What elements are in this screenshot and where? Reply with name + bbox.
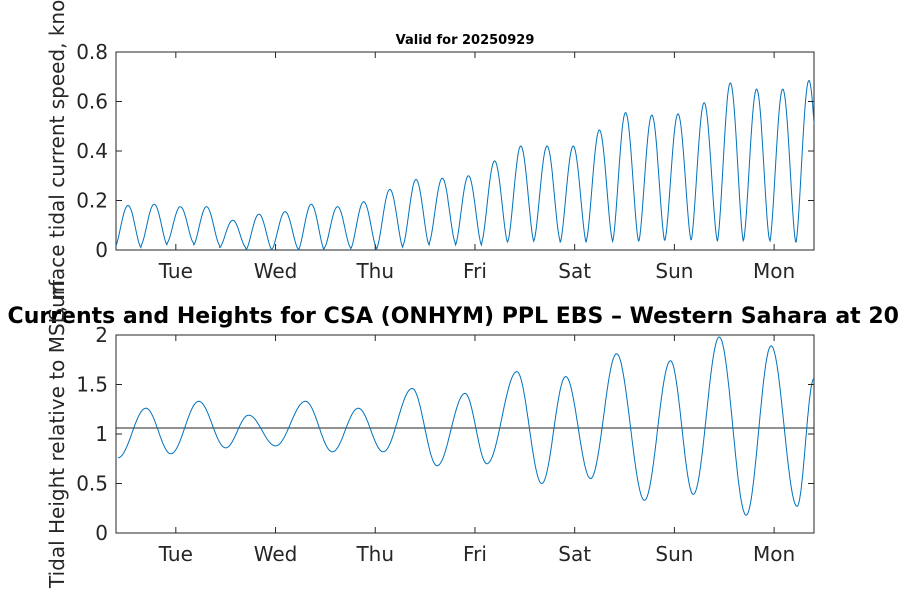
bottom-chart-title: Tidal Currents and Heights for CSA (ONHY… (0, 304, 900, 329)
top-y-tick-label: 0.4 (76, 139, 108, 163)
bottom-x-tick-label: Mon (753, 542, 795, 566)
bottom-chart: 0 0.5 1 1.5 2 Tue Wed Thu Fri Sat Sun Mon Tidal Cu… (0, 280, 900, 589)
top-x-tick-label: Wed (254, 259, 298, 283)
bottom-y-tick-label: 2 (95, 323, 108, 347)
top-x-tick-label: Sat (558, 259, 591, 283)
bottom-x-tick-label: Fri (463, 542, 487, 566)
top-y-tick-label: 0.8 (76, 40, 108, 64)
bottom-x-tick-label: Sun (655, 542, 693, 566)
top-x-tick-label: Mon (753, 259, 795, 283)
top-plot-area (115, 51, 815, 251)
top-y-tick-label: 0 (95, 238, 108, 262)
top-chart: 0 0.2 0.4 0.6 0.8 Tue Wed Thu Fri Sat Sun Mon Vali… (45, 0, 815, 321)
bottom-height-series-line (117, 336, 815, 516)
top-y-tick-label: 0.2 (76, 189, 108, 213)
top-y-tick-label: 0.6 (76, 90, 108, 114)
bottom-y-tick-label: 1 (95, 422, 108, 446)
top-chart-title: Valid for 20250929 (396, 33, 535, 48)
top-x-tick-label: Fri (463, 259, 487, 283)
top-x-tick-label: Tue (158, 259, 193, 283)
bottom-y-tick-label: 0 (95, 521, 108, 545)
bottom-x-tick-label: Wed (254, 542, 298, 566)
top-x-tick-label: Thu (355, 259, 394, 283)
bottom-y-tick-label: 1.5 (76, 373, 108, 397)
bottom-x-tick-label: Sat (558, 542, 591, 566)
bottom-y-axis-label: Tidal Height relative to MSL, m (45, 280, 69, 589)
bottom-x-tick-label: Tue (158, 542, 193, 566)
top-x-tick-label: Sun (655, 259, 693, 283)
top-y-axis-label: Surface tidal current speed, knots (45, 0, 69, 321)
top-current-series-line (115, 79, 815, 251)
bottom-x-tick-label: Thu (355, 542, 394, 566)
bottom-plot-area (115, 334, 815, 534)
bottom-y-tick-label: 0.5 (76, 472, 108, 496)
